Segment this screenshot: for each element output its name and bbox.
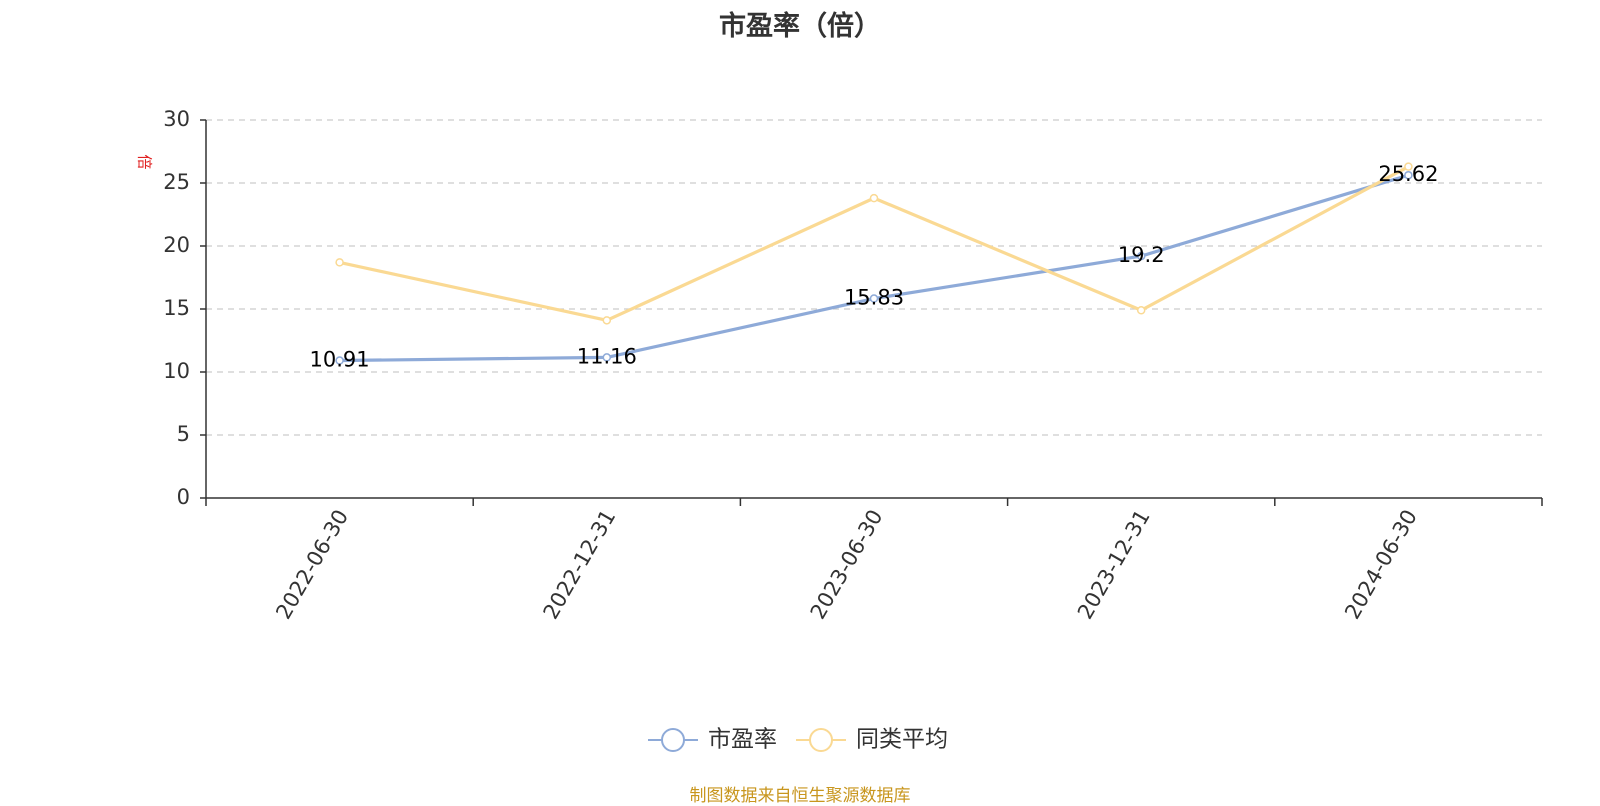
gridlines [206, 119, 1542, 436]
chart-title: 市盈率（倍） [719, 11, 881, 42]
legend-item-1[interactable]: 同类平均 [796, 727, 948, 753]
data-label: 15.83 [844, 286, 904, 310]
legend-swatch-marker [809, 728, 833, 752]
y-tick-label: 0 [177, 485, 190, 509]
data-point [1136, 306, 1146, 315]
legend-label: 市盈率 [708, 727, 777, 753]
data-labels: 10.91 11.16 15.83 19.2 25.62 [310, 162, 1439, 371]
y-axis-label: 倍 [136, 154, 154, 169]
data-point [1404, 170, 1413, 180]
data-label: 10.91 [310, 348, 370, 372]
data-point [1404, 162, 1413, 171]
y-tick-label: 20 [163, 233, 190, 257]
data-point [1136, 251, 1146, 261]
data-point [335, 356, 344, 365]
data-point [602, 316, 612, 325]
data-label: 19.2 [1118, 243, 1165, 267]
data-point [602, 353, 612, 362]
legend[interactable]: 市盈率 同类平均 [648, 727, 948, 753]
x-tick-label: 2024-06-30 [1340, 506, 1422, 624]
legend-swatch-marker [661, 728, 685, 752]
data-point [869, 294, 879, 303]
series-line-0 [339, 173, 1409, 363]
legend-label: 同类平均 [856, 727, 948, 753]
y-tick-label: 5 [177, 422, 190, 446]
source-note: 制图数据来自恒生聚源数据库 [689, 786, 911, 806]
data-point [335, 258, 344, 267]
data-label: 25.62 [1378, 162, 1438, 186]
x-tick-label: 2023-12-31 [1073, 506, 1155, 624]
y-tick-label: 30 [163, 107, 190, 131]
y-tick-label: 10 [163, 359, 190, 383]
y-tick-label: 15 [163, 296, 190, 320]
x-tick-label: 2022-12-31 [539, 506, 621, 624]
legend-item-0[interactable]: 市盈率 [648, 727, 777, 753]
data-label: 11.16 [577, 344, 637, 368]
data-point [869, 193, 879, 203]
x-tick-label: 2023-06-30 [806, 506, 888, 624]
x-tick-label: 2022-06-30 [271, 506, 353, 624]
y-tick-label: 25 [163, 170, 190, 194]
series-lines [335, 162, 1413, 365]
